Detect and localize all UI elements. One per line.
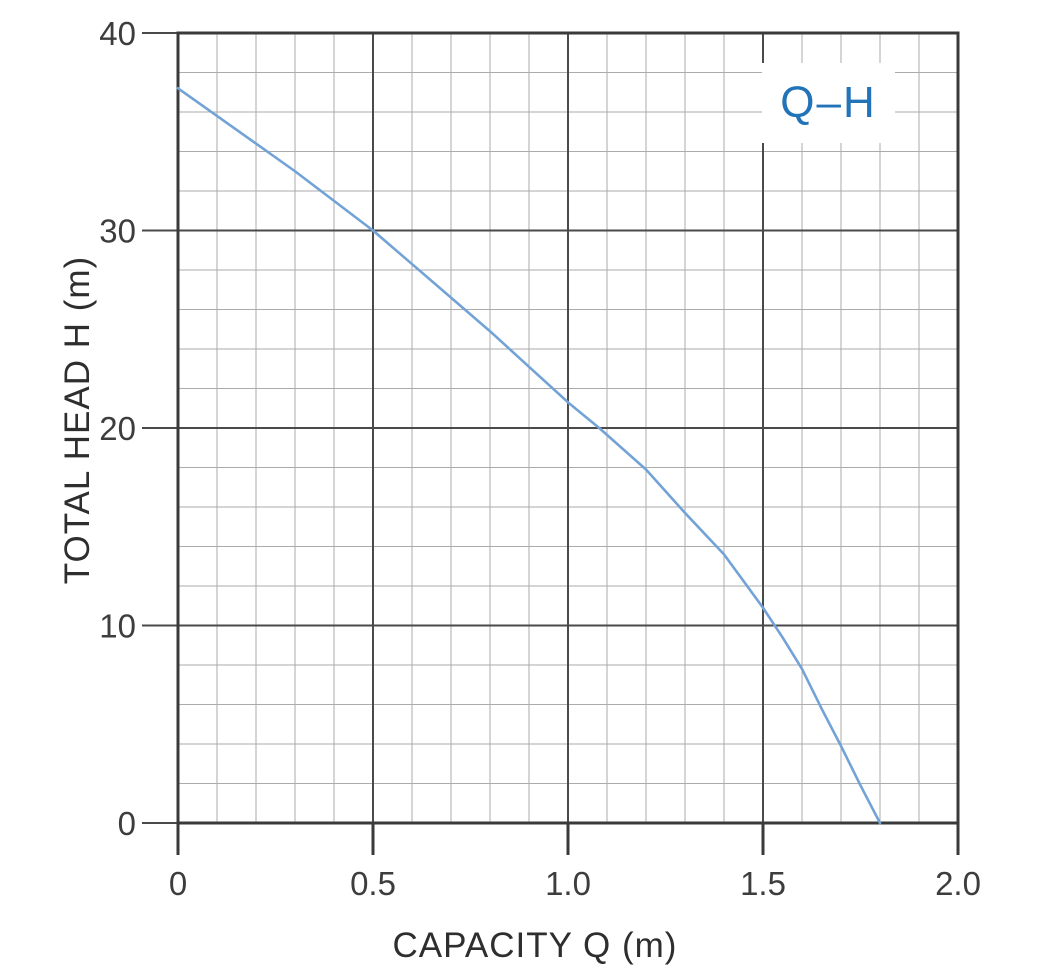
- x-tick-label: 1.0: [545, 865, 591, 902]
- x-tick-label: 0.5: [350, 865, 396, 902]
- y-tick-label: 10: [99, 608, 136, 645]
- x-tick-label: 2.0: [935, 865, 981, 902]
- x-axis-title: CAPACITY Q (m): [392, 926, 678, 965]
- legend-box: Q–H: [762, 63, 895, 143]
- legend-label: Q–H: [780, 78, 877, 127]
- y-axis-title: TOTAL HEAD H (m): [58, 255, 97, 585]
- x-tick-label: 1.5: [740, 865, 786, 902]
- y-tick-label: 30: [99, 213, 136, 250]
- y-tick-label: 40: [99, 15, 136, 52]
- y-tick-label: 0: [118, 805, 136, 842]
- y-tick-label: 20: [99, 410, 136, 447]
- qh-curve: [176, 87, 882, 825]
- x-tick-label: 0: [169, 865, 187, 902]
- plot-frame: [176, 31, 960, 825]
